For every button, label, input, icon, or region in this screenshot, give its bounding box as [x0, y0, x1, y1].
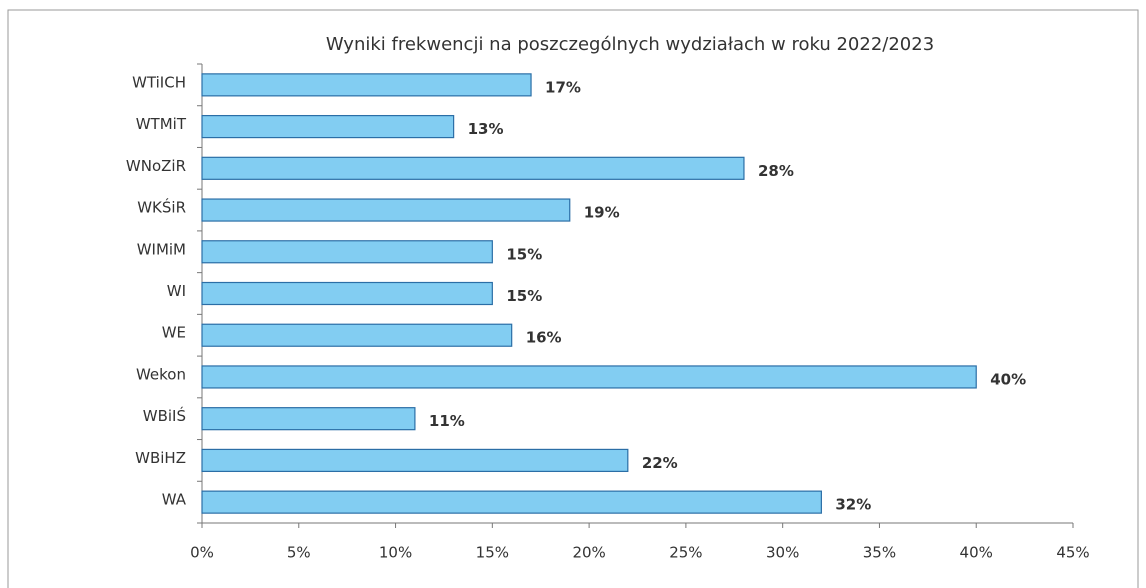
- value-label: 16%: [526, 329, 562, 347]
- x-tick-label: 45%: [1056, 544, 1089, 562]
- value-label: 28%: [758, 162, 794, 180]
- value-label: 40%: [990, 370, 1026, 388]
- x-tick-label: 40%: [960, 544, 993, 562]
- value-label: 13%: [468, 120, 504, 138]
- value-label: 11%: [429, 412, 465, 430]
- y-tick-label: WE: [162, 324, 186, 342]
- y-tick-label: WBiHZ: [135, 449, 186, 467]
- x-tick-label: 10%: [379, 544, 412, 562]
- y-tick-label: WBiIŚ: [143, 406, 186, 425]
- bar: [201, 156, 745, 180]
- bar: [201, 281, 493, 306]
- bar: [201, 448, 629, 473]
- y-tick-label: Wekon: [136, 365, 186, 383]
- x-tick-label: 35%: [863, 544, 896, 562]
- value-label: 15%: [506, 245, 542, 263]
- y-tick-label: WKŚiR: [137, 198, 186, 217]
- bar: [201, 198, 571, 222]
- x-tick-label: 30%: [766, 544, 799, 562]
- bar: [201, 365, 977, 389]
- bar: [201, 323, 513, 347]
- x-tick-label: 5%: [287, 544, 311, 562]
- value-label: 15%: [506, 287, 542, 305]
- x-tick-label: 15%: [476, 544, 509, 562]
- value-label: 22%: [642, 454, 678, 472]
- x-tick-label: 0%: [190, 544, 214, 562]
- bar: [201, 114, 455, 139]
- y-tick-label: WTMiT: [136, 115, 187, 133]
- x-tick-label: 25%: [669, 544, 702, 562]
- bar: [201, 240, 493, 264]
- y-tick-label: WTiICH: [132, 73, 186, 91]
- bar: [201, 73, 532, 97]
- y-tick-label: WI: [167, 282, 186, 300]
- chart-frame: [7, 9, 1139, 588]
- bar: [201, 490, 822, 514]
- x-tick-label: 20%: [572, 544, 605, 562]
- bar: [201, 407, 416, 431]
- y-tick-label: WIMiM: [137, 240, 186, 258]
- value-label: 32%: [835, 496, 871, 514]
- y-tick-label: WNoZiR: [126, 157, 186, 175]
- y-tick-label: WA: [162, 491, 187, 509]
- value-label: 17%: [545, 78, 581, 96]
- chart-title: Wyniki frekwencji na poszczególnych wydz…: [326, 34, 934, 55]
- value-label: 19%: [584, 204, 620, 222]
